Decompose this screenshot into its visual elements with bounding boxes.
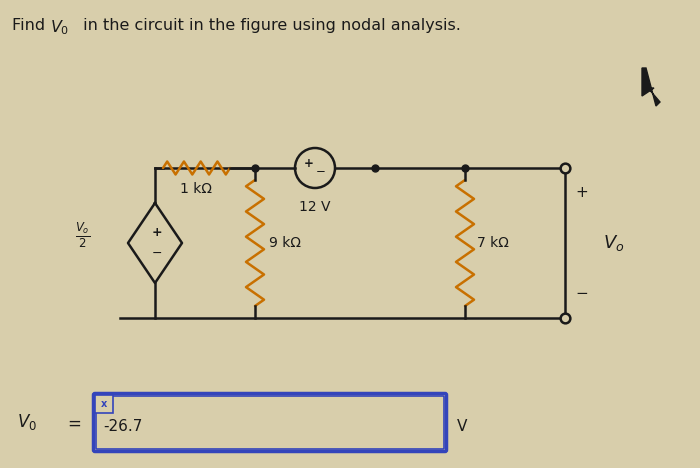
Text: 1 kΩ: 1 kΩ	[181, 182, 213, 196]
Text: $\frac{V_o}{2}$: $\frac{V_o}{2}$	[76, 220, 90, 250]
Text: x: x	[101, 399, 107, 409]
Text: +: +	[304, 158, 314, 170]
FancyBboxPatch shape	[94, 394, 447, 452]
Text: −: −	[575, 285, 588, 300]
Text: +: +	[575, 185, 588, 200]
Text: −: −	[152, 247, 162, 259]
Text: V: V	[457, 419, 468, 434]
Text: $V_0$: $V_0$	[50, 18, 69, 37]
Text: -26.7: -26.7	[103, 419, 142, 434]
Text: $V_o$: $V_o$	[603, 233, 624, 253]
Text: 9 kΩ: 9 kΩ	[269, 236, 301, 250]
Text: Find: Find	[12, 18, 50, 33]
Text: 7 kΩ: 7 kΩ	[477, 236, 509, 250]
Text: in the circuit in the figure using nodal analysis.: in the circuit in the figure using nodal…	[78, 18, 461, 33]
Text: 12 V: 12 V	[300, 200, 330, 214]
Polygon shape	[642, 68, 660, 106]
Text: $V_0$: $V_0$	[17, 412, 37, 432]
FancyBboxPatch shape	[96, 396, 444, 449]
Bar	[95, 395, 113, 413]
Text: +: +	[152, 227, 162, 240]
Text: −: −	[316, 166, 326, 178]
Text: =: =	[67, 415, 81, 432]
